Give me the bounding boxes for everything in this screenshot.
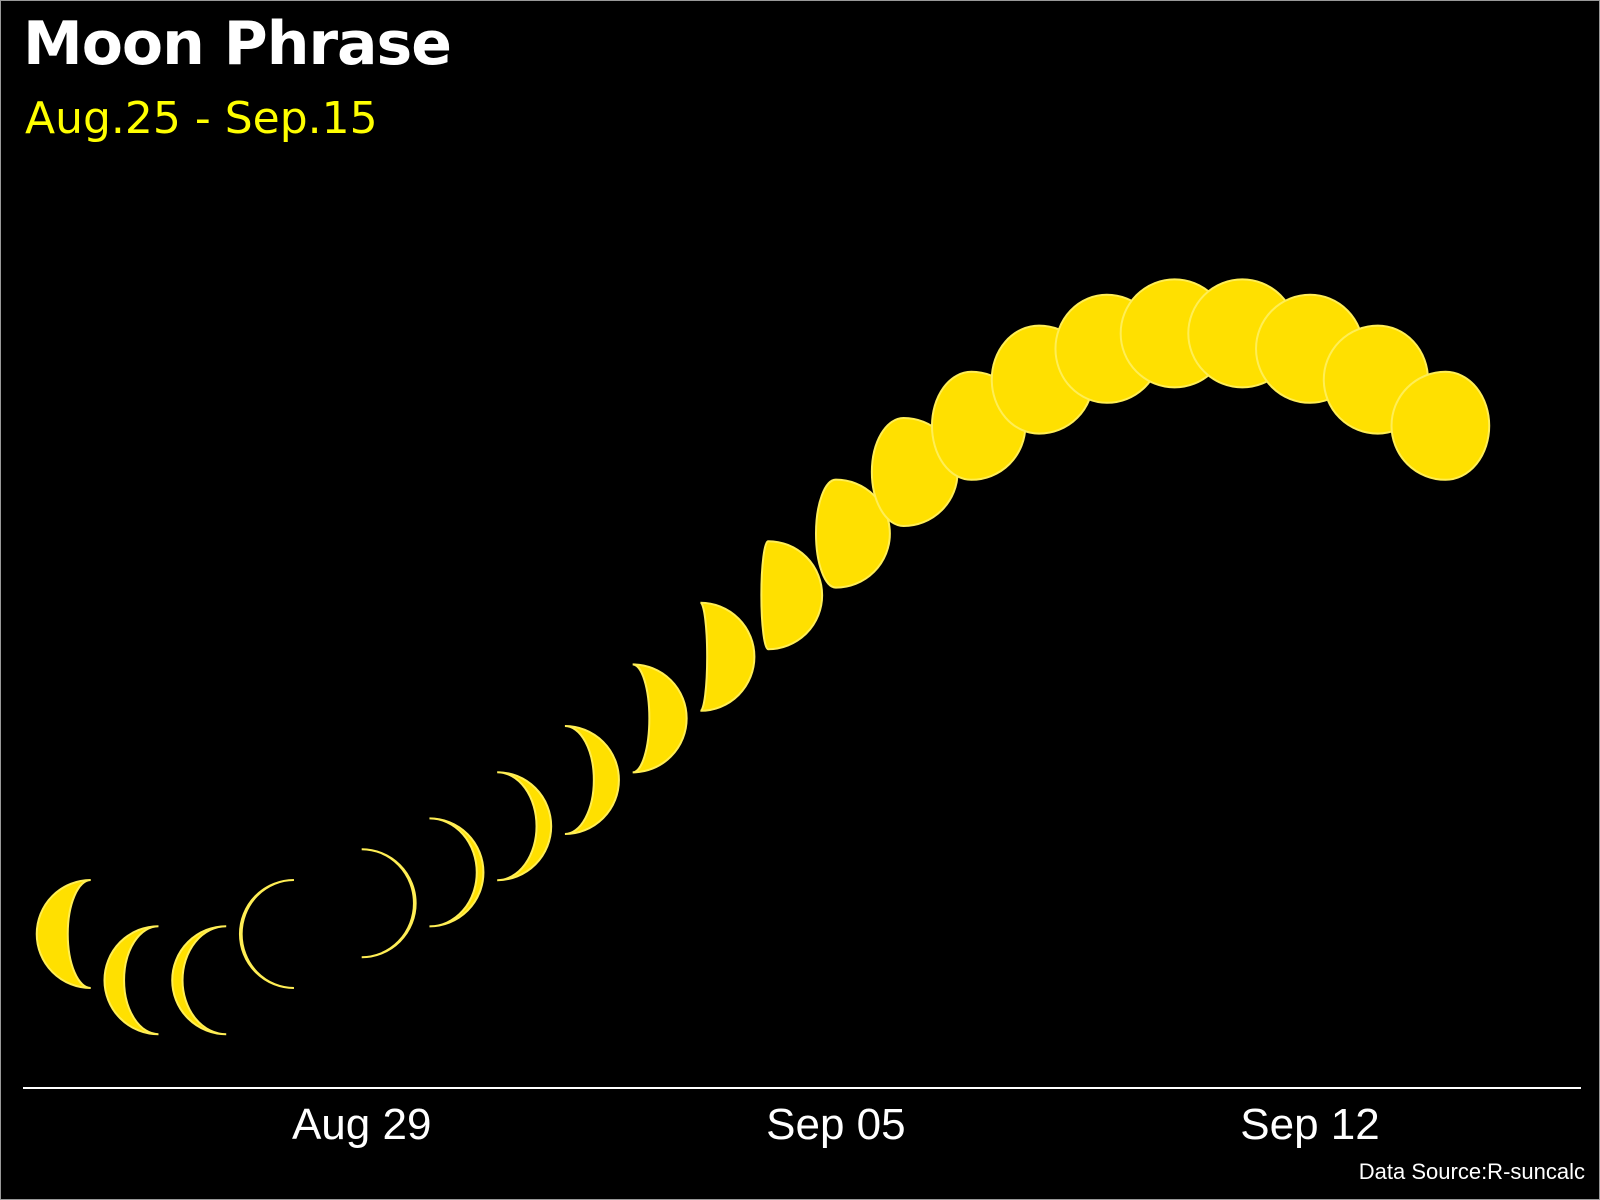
- moon-marker-2019-08-26: [103, 925, 159, 1036]
- x-axis-ticks: Aug 29 Sep 05 Sep 12: [292, 1100, 1380, 1149]
- moon-marker-2019-08-31: [497, 771, 553, 882]
- moon-markers: [35, 278, 1491, 1036]
- chart-title: Moon Phrase: [23, 9, 452, 79]
- moon-marker-2019-08-30: [429, 817, 485, 928]
- moon-marker-2019-08-25: [35, 879, 91, 989]
- data-source-note: Data Source:R-suncalc: [1358, 1159, 1585, 1184]
- moon-marker-2019-09-01: [564, 725, 620, 835]
- x-tick-label: Aug 29: [292, 1100, 431, 1149]
- moon-marker-2019-09-03: [699, 601, 756, 712]
- moon-marker-2019-08-27: [171, 925, 227, 1036]
- moon-marker-2019-09-14: [1390, 370, 1491, 481]
- moon-marker-2019-08-29: [361, 848, 417, 959]
- chart-subtitle: Aug.25 - Sep.15: [25, 93, 378, 144]
- moon-marker-2019-09-02: [632, 663, 688, 774]
- x-tick-label: Sep 05: [766, 1100, 905, 1149]
- x-tick-label: Sep 12: [1240, 1100, 1379, 1149]
- moon-marker-2019-09-04: [760, 540, 824, 651]
- moon-marker-2019-08-28: [238, 879, 294, 989]
